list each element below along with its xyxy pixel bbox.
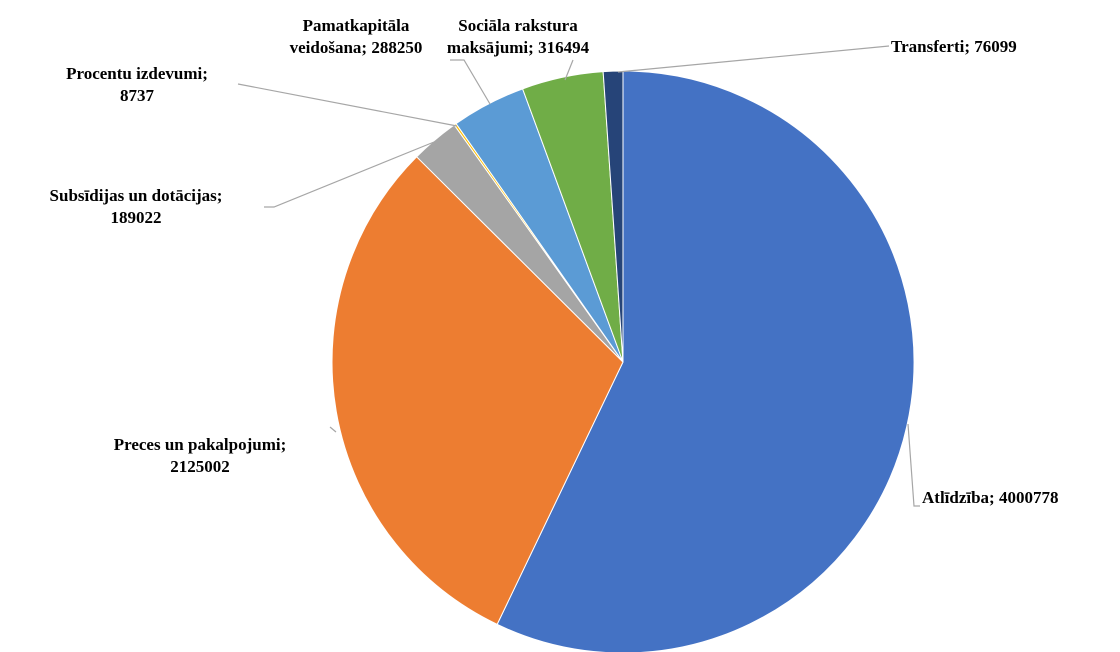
data-label: Atlīdzība; 4000778 bbox=[922, 488, 1058, 507]
data-label: Procentu izdevumi; 8737 bbox=[66, 64, 208, 105]
pie-slices bbox=[331, 70, 915, 652]
leader-line bbox=[264, 141, 435, 208]
leader-line bbox=[329, 426, 337, 433]
pie-slice-preces-un-pakalpojumi bbox=[331, 156, 624, 626]
data-label-line: 2125002 bbox=[170, 457, 230, 476]
data-label: Sociāla rakstura maksājumi; 316494 bbox=[447, 16, 590, 57]
data-label-line: Procentu izdevumi; bbox=[66, 64, 208, 83]
data-label: Pamatkapitāla veidošana; 288250 bbox=[290, 16, 423, 57]
leader-line bbox=[450, 59, 491, 105]
leader-line bbox=[617, 45, 890, 73]
data-label: Subsīdijas un dotācijas; 189022 bbox=[50, 186, 223, 227]
data-label-line: Sociāla rakstura bbox=[458, 16, 578, 35]
data-label-line: Preces un pakalpojumi; bbox=[114, 435, 287, 454]
leader-line bbox=[907, 423, 920, 507]
data-label-line: Transferti; 76099 bbox=[891, 37, 1017, 56]
data-label-line: veidošana; 288250 bbox=[290, 38, 423, 57]
data-label-line: 189022 bbox=[111, 208, 162, 227]
data-label-line: Atlīdzība; 4000778 bbox=[922, 488, 1058, 507]
leader-lines bbox=[237, 45, 920, 507]
leader-line bbox=[237, 83, 458, 127]
data-label: Preces un pakalpojumi; 2125002 bbox=[114, 435, 287, 476]
data-label-line: maksājumi; 316494 bbox=[447, 38, 590, 57]
data-label-line: 8737 bbox=[120, 86, 155, 105]
data-labels: Atlīdzība; 4000778 Preces un pakalpojumi;… bbox=[50, 16, 1059, 507]
data-label-line: Subsīdijas un dotācijas; bbox=[50, 186, 223, 205]
data-label-line: Pamatkapitāla bbox=[303, 16, 410, 35]
leader-line bbox=[564, 59, 574, 81]
data-label: Transferti; 76099 bbox=[891, 37, 1017, 56]
